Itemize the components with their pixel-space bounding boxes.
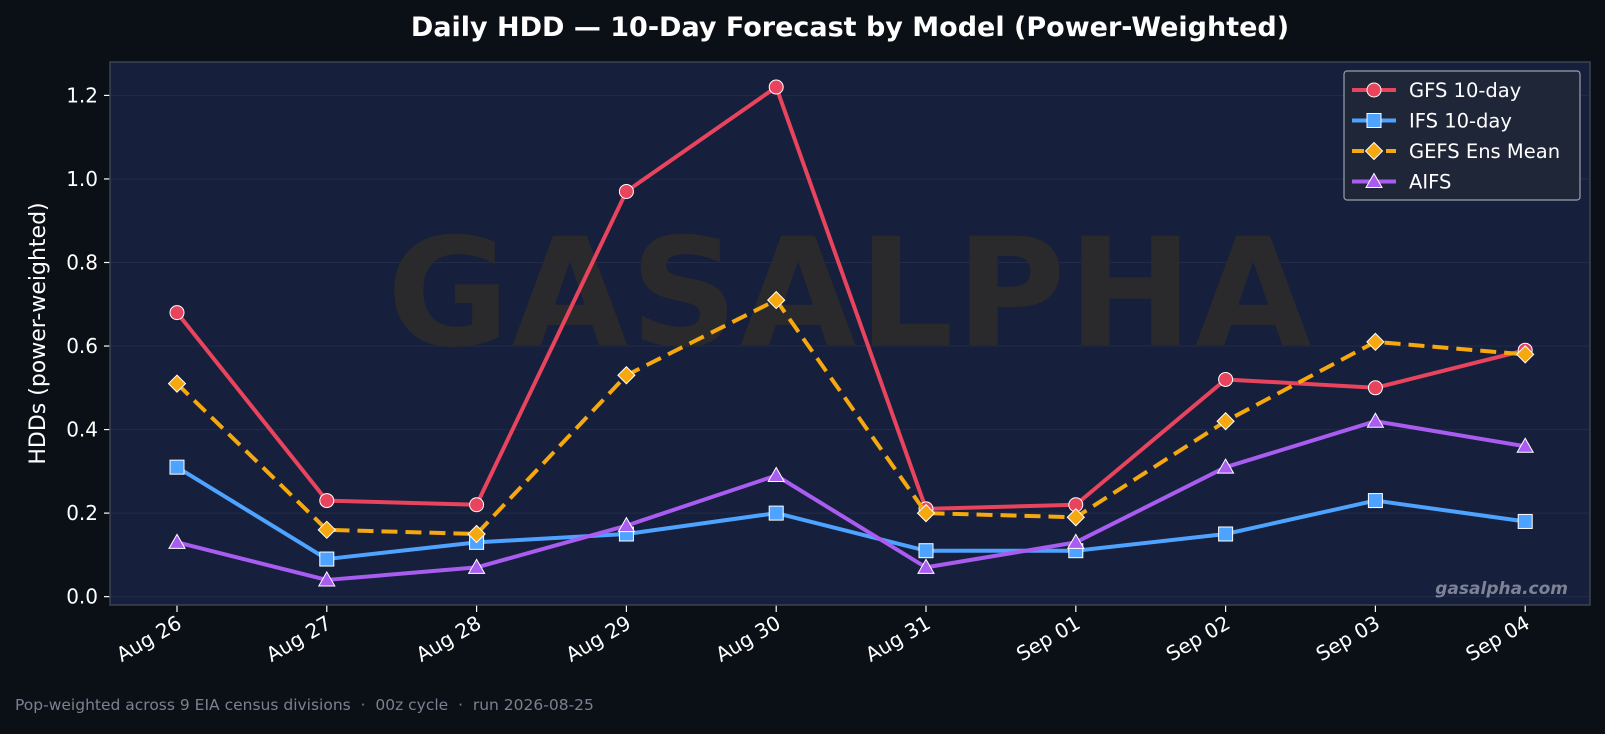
legend-item: IFS 10-day — [1352, 110, 1512, 133]
data-point — [317, 520, 337, 540]
y-axis-label: HDDs (power-weighted) — [26, 202, 51, 464]
legend: GFS 10-day IFS 10-day GEFS Ens Mean AIFS — [1343, 70, 1581, 201]
chart-title: Daily HDD — 10-Day Forecast by Model (Po… — [411, 12, 1289, 43]
y-tick-label: 1.0 — [66, 167, 98, 191]
legend-label: AIFS — [1409, 171, 1451, 194]
data-point — [467, 558, 486, 574]
data-point — [767, 466, 786, 483]
legend-marker — [1366, 82, 1382, 98]
y-tick-label: 0.4 — [66, 418, 98, 442]
plot-border — [109, 61, 1591, 606]
data-point — [1066, 533, 1085, 549]
data-point — [1216, 412, 1235, 431]
legend-label: IFS 10-day — [1409, 110, 1512, 133]
data-point — [317, 570, 336, 587]
data-point — [1218, 371, 1234, 387]
data-point — [617, 516, 636, 533]
data-point — [1066, 508, 1086, 527]
legend-marker — [1366, 113, 1382, 128]
y-tick-label: 1.2 — [66, 83, 98, 107]
data-point — [168, 533, 186, 549]
data-point — [918, 543, 934, 559]
y-tick-label: 0.8 — [66, 250, 98, 274]
data-point — [169, 459, 185, 475]
legend-marker — [1365, 172, 1383, 188]
data-point — [319, 493, 335, 509]
data-point — [618, 183, 634, 199]
data-point — [1366, 332, 1385, 352]
data-point — [1517, 513, 1533, 529]
data-point — [916, 503, 936, 523]
data-point — [467, 524, 486, 544]
data-point — [169, 305, 185, 321]
data-point — [1516, 437, 1535, 453]
data-point — [917, 558, 935, 574]
y-tick-label: 0.6 — [66, 334, 98, 358]
data-point — [167, 374, 187, 393]
data-point — [1367, 380, 1383, 396]
data-point — [768, 505, 784, 521]
data-point — [768, 79, 784, 95]
data-point — [1216, 458, 1235, 474]
credit-text: gasalpha.com — [1435, 579, 1568, 599]
legend-box — [1343, 70, 1581, 201]
legend-item: AIFS — [1352, 171, 1451, 194]
legend-label: GFS 10-day — [1409, 79, 1521, 102]
series-gefs-ens-mean — [167, 290, 1535, 544]
data-point — [1366, 412, 1385, 428]
y-tick-label: 0.0 — [66, 585, 98, 609]
series-line — [176, 419, 1526, 582]
series-ifs-10-day — [169, 459, 1533, 567]
data-point — [1218, 526, 1234, 542]
data-point — [319, 551, 335, 567]
data-point — [766, 290, 786, 310]
series-aifs — [168, 412, 1535, 587]
y-tick-label: 0.2 — [66, 501, 98, 525]
series-line — [175, 298, 1526, 536]
data-point — [1515, 345, 1535, 364]
legend-marker — [1364, 141, 1384, 161]
legend-label: GEFS Ens Mean — [1409, 140, 1560, 163]
plot-background — [110, 62, 1590, 605]
data-point — [469, 497, 485, 513]
series-line — [175, 465, 1526, 562]
data-point — [617, 366, 636, 385]
legend-item: GFS 10-day — [1352, 79, 1521, 102]
chart-footnote: Pop-weighted across 9 EIA census divisio… — [15, 696, 594, 714]
legend-item: GEFS Ens Mean — [1352, 140, 1560, 163]
data-point — [1367, 493, 1383, 509]
